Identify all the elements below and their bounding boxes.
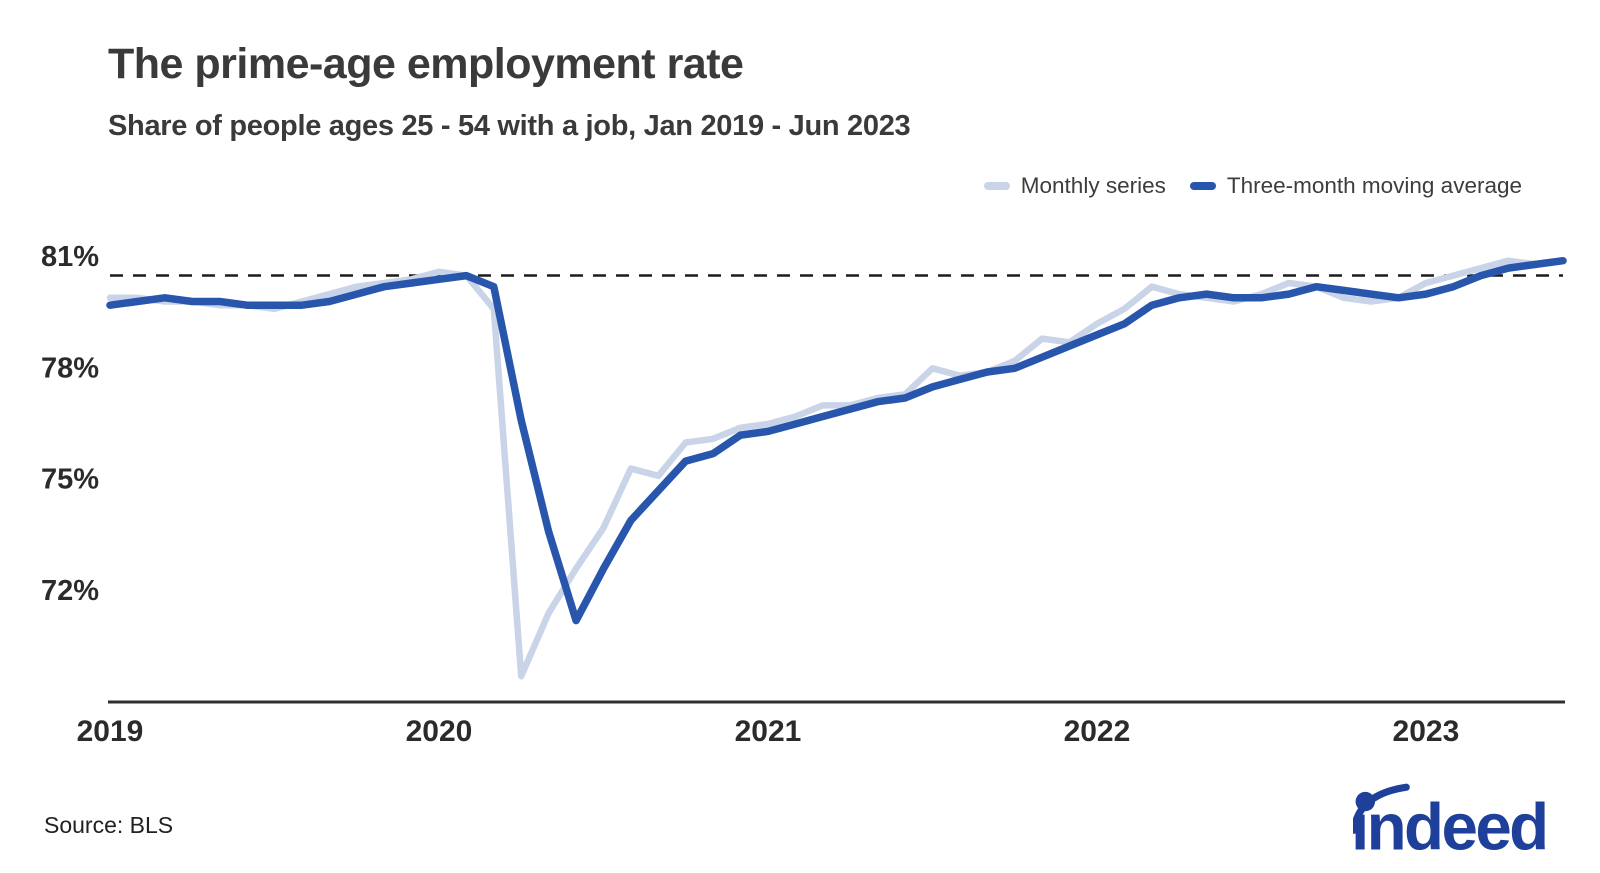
moving-average-swatch-icon xyxy=(1189,182,1216,190)
chart-subtitle: Share of people ages 25 - 54 with a job,… xyxy=(108,110,911,142)
legend: Monthly series Three-month moving averag… xyxy=(983,173,1522,199)
y-axis-tick-label: 81% xyxy=(41,241,99,273)
legend-item-monthly-series: Monthly series xyxy=(983,173,1166,199)
x-axis-tick-label: 2019 xyxy=(77,715,144,748)
y-axis-tick-label: 78% xyxy=(41,352,99,384)
monthly-series-swatch-icon xyxy=(983,182,1010,190)
chart-title: The prime-age employment rate xyxy=(108,40,744,88)
monthly-series-line xyxy=(106,257,1567,680)
y-axis-tick-label: 72% xyxy=(41,575,99,607)
source-note: Source: BLS xyxy=(44,812,174,838)
x-axis-tick-label: 2023 xyxy=(1393,715,1460,748)
moving-average-line xyxy=(106,256,1567,625)
x-axis-tick-label: 2020 xyxy=(406,715,473,748)
legend-label-monthly-series: Monthly series xyxy=(1020,173,1166,198)
y-axis-tick-label: 75% xyxy=(41,464,99,496)
logo-wordmark: ındeed xyxy=(1353,791,1547,859)
x-axis-tick-label: 2022 xyxy=(1064,715,1131,748)
indeed-logo: ındeed xyxy=(1353,783,1549,859)
legend-label-moving-average: Three-month moving average xyxy=(1226,173,1522,198)
x-axis-tick-label: 2021 xyxy=(735,715,802,748)
logo-i-dot-icon xyxy=(1355,791,1375,812)
legend-item-moving-average: Three-month moving average xyxy=(1189,173,1522,199)
